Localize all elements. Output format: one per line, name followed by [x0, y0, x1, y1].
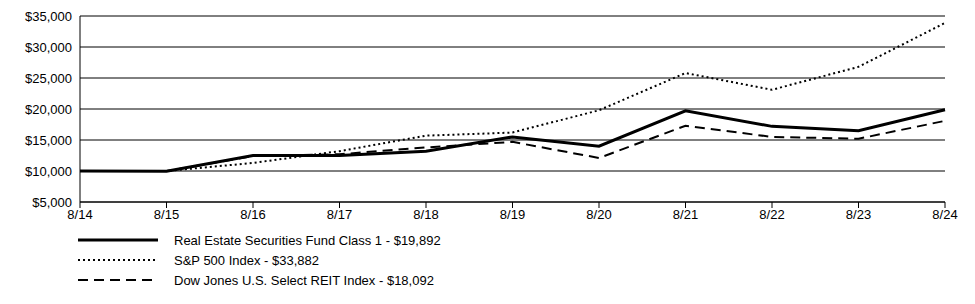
svg-text:8/15: 8/15 — [154, 207, 179, 222]
svg-text:8/21: 8/21 — [673, 207, 698, 222]
svg-text:8/18: 8/18 — [413, 207, 438, 222]
svg-text:$35,000: $35,000 — [25, 9, 72, 24]
svg-text:8/17: 8/17 — [327, 207, 352, 222]
svg-text:8/23: 8/23 — [846, 207, 871, 222]
html-text:Real Estate Securities Fund Cl: Real Estate Securities Fund Class 1 - $1… — [174, 232, 441, 248]
html-text:S&P 500 Index - $33,882: S&P 500 Index - $33,882 — [174, 252, 319, 268]
svg-text:8/16: 8/16 — [240, 207, 265, 222]
svg-text:$25,000: $25,000 — [25, 71, 72, 86]
svg-text:$5,000: $5,000 — [32, 195, 72, 210]
html-text:Dow Jones U.S. Select REIT Ind: Dow Jones U.S. Select REIT Index - $18,0… — [174, 272, 434, 288]
svg-text:$20,000: $20,000 — [25, 102, 72, 117]
svg-text:$30,000: $30,000 — [25, 40, 72, 55]
svg-text:$15,000: $15,000 — [25, 133, 72, 148]
svg-text:8/20: 8/20 — [586, 207, 611, 222]
svg-text:$10,000: $10,000 — [25, 164, 72, 179]
svg-text:8/24: 8/24 — [932, 207, 957, 222]
svg-text:8/22: 8/22 — [759, 207, 784, 222]
svg-text:8/19: 8/19 — [500, 207, 525, 222]
svg-text:8/14: 8/14 — [67, 207, 93, 223]
